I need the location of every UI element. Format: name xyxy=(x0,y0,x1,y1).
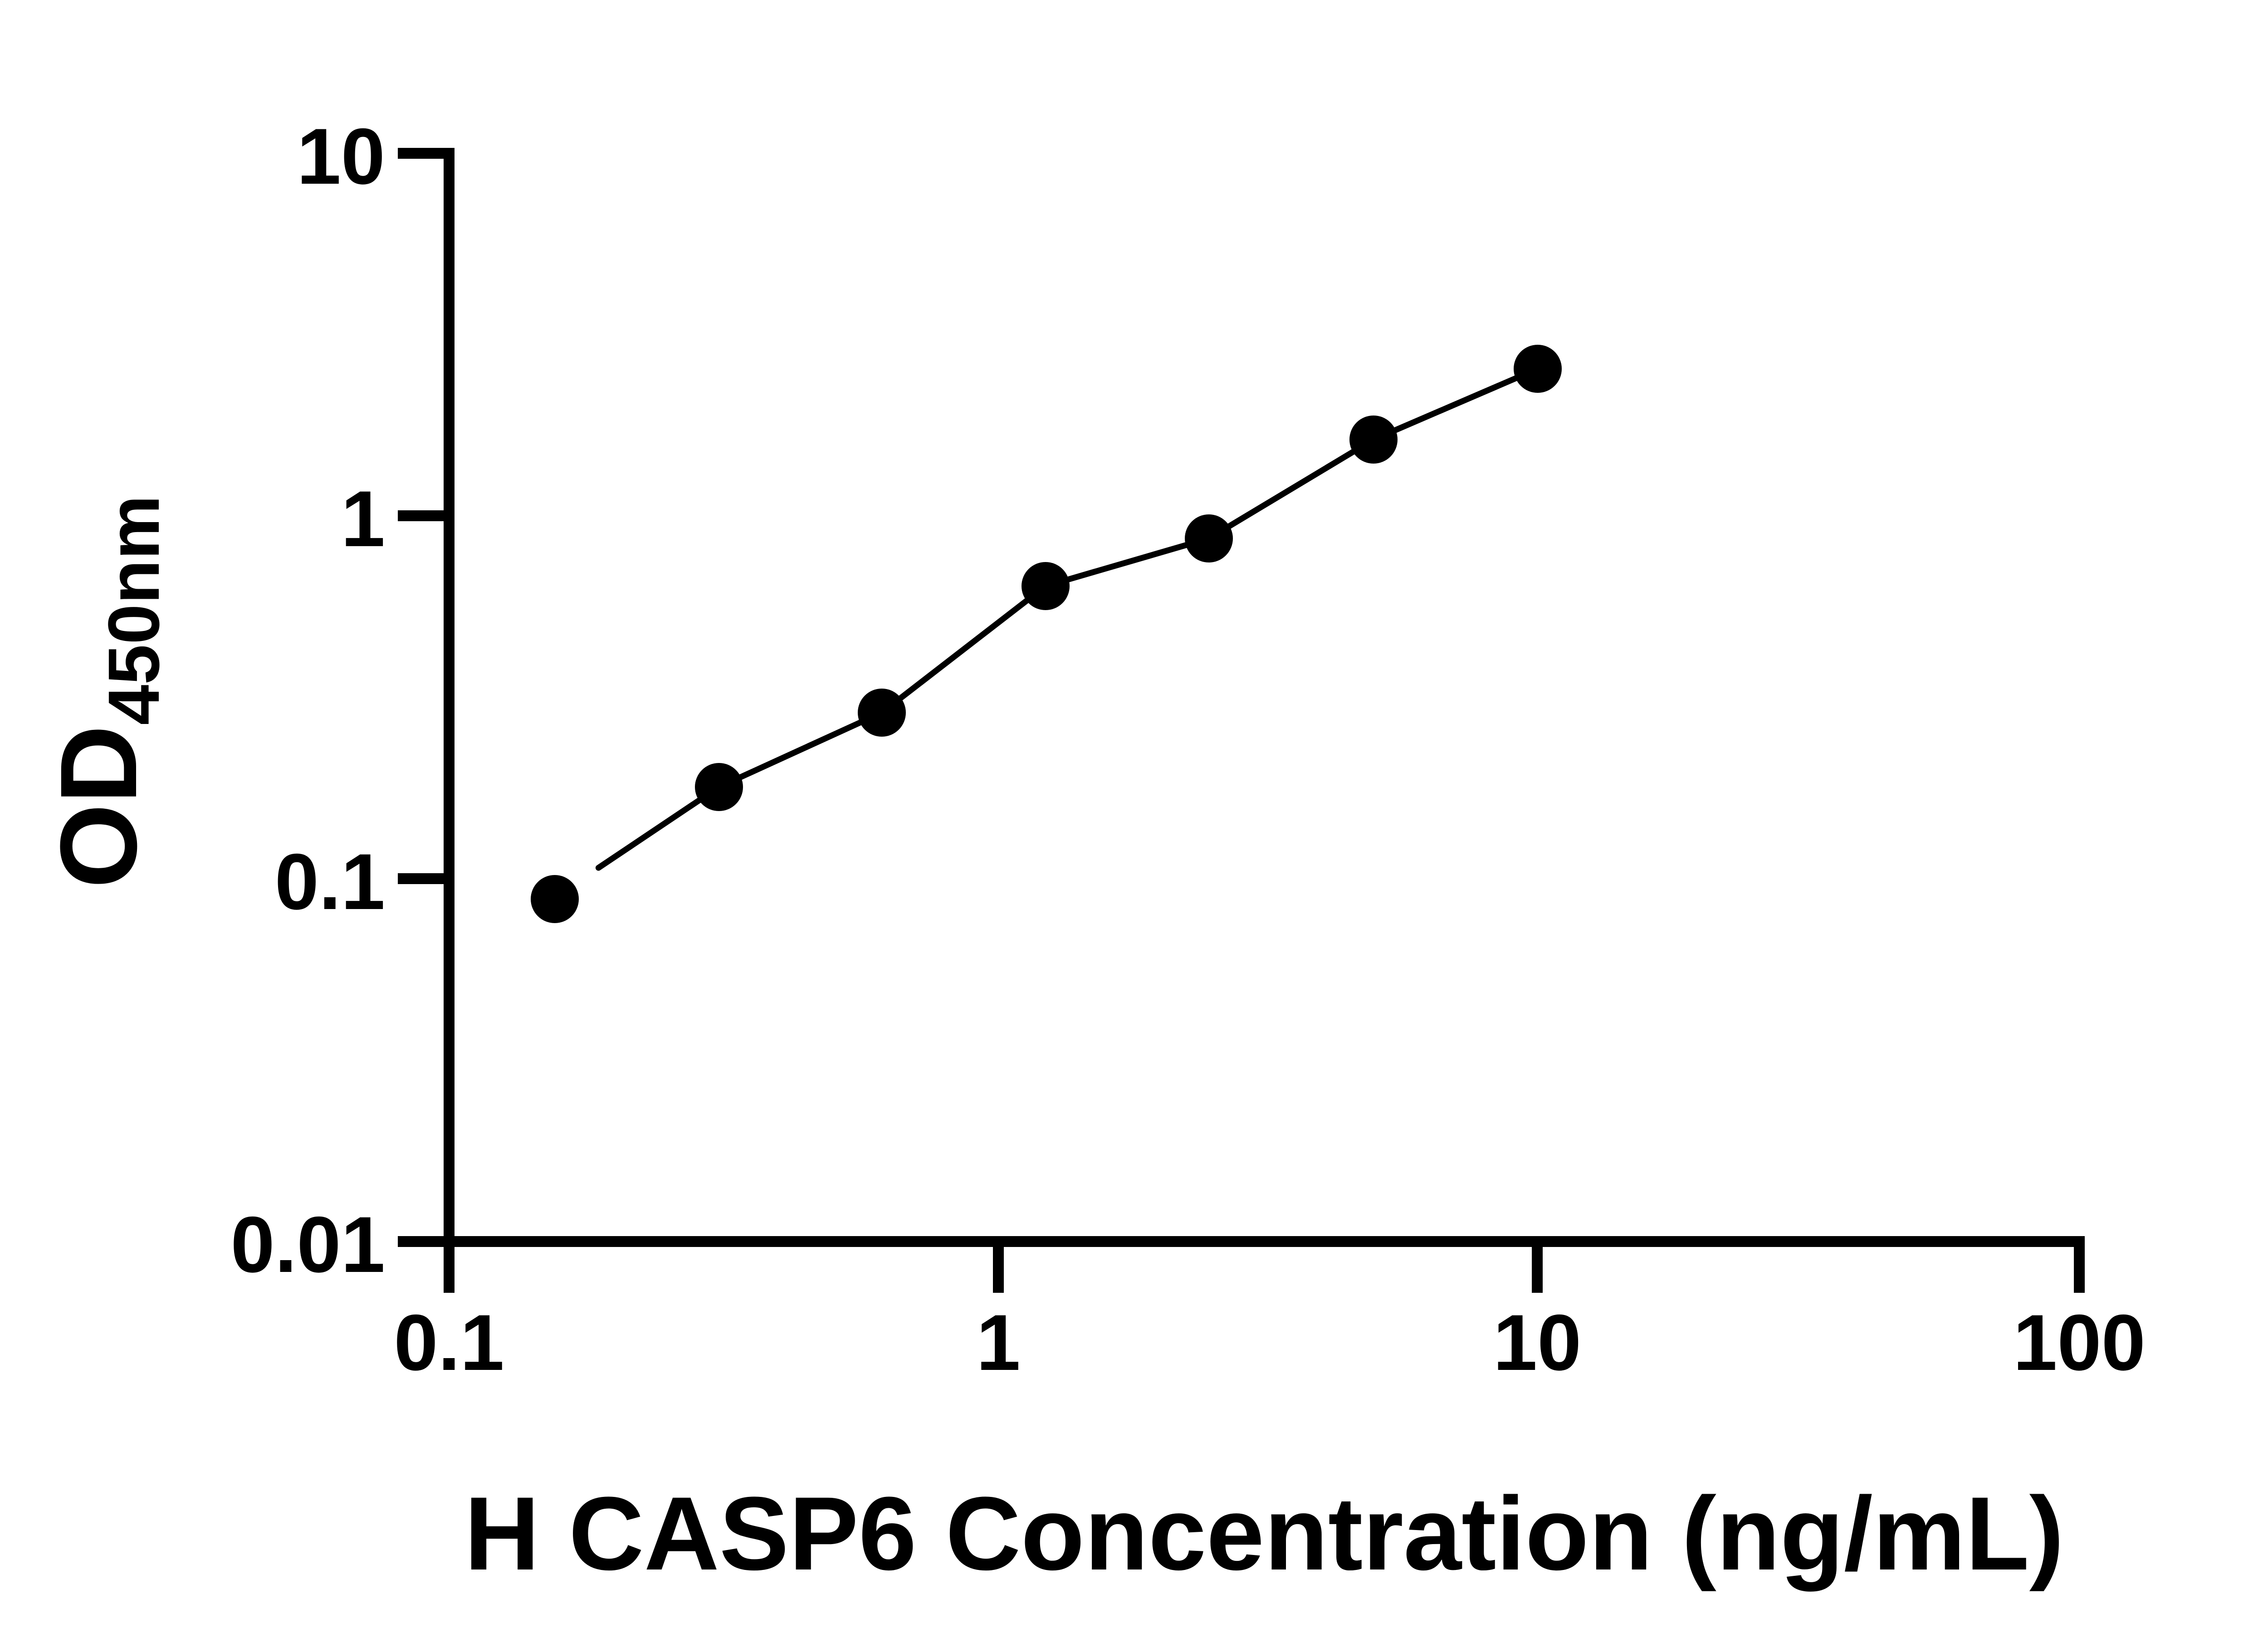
svg-text:H CASP6 Concentration (ng/mL): H CASP6 Concentration (ng/mL) xyxy=(464,1475,2064,1592)
svg-text:1: 1 xyxy=(341,475,385,563)
svg-text:10: 10 xyxy=(1493,1299,1582,1387)
svg-text:1: 1 xyxy=(976,1299,1020,1387)
svg-text:0.01: 0.01 xyxy=(230,1201,385,1289)
svg-text:10: 10 xyxy=(297,112,385,201)
svg-text:0.1: 0.1 xyxy=(275,838,385,926)
svg-text:0.1: 0.1 xyxy=(394,1299,504,1387)
svg-text:100: 100 xyxy=(2013,1299,2146,1387)
